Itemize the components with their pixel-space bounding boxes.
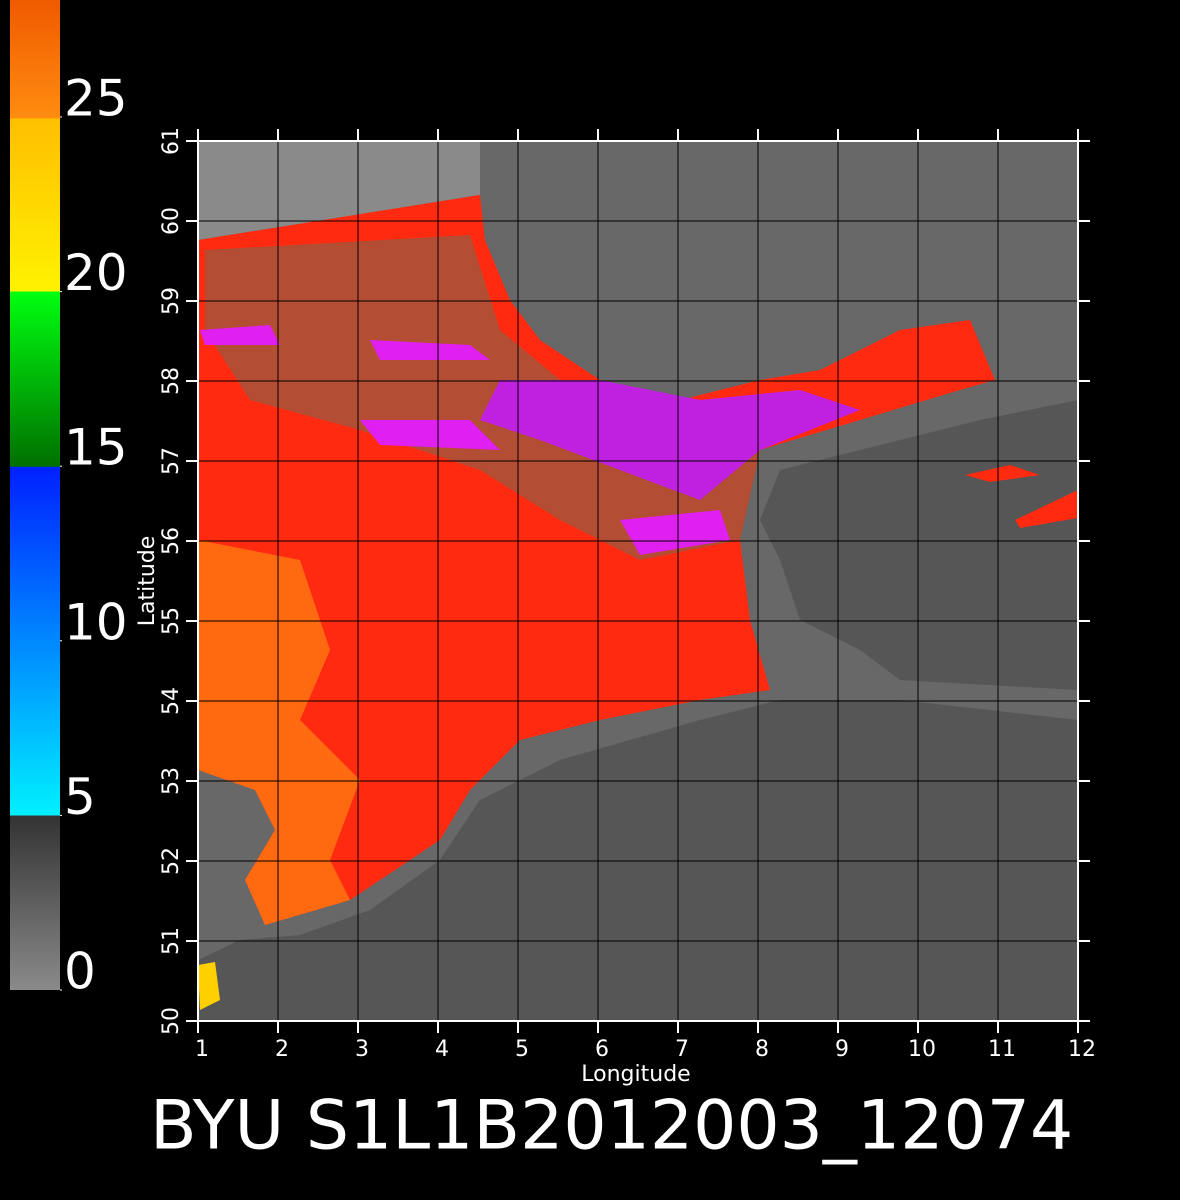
colorbar-tick-label: 25 [64,69,128,127]
y-axis-label: Latitude [135,536,160,627]
colorbar-tick-label: 20 [64,244,128,302]
x-tick-label: 1 [195,1037,209,1062]
map-field [198,141,1078,1021]
y-tick-label: 54 [159,687,184,715]
x-tick-label: 8 [755,1037,769,1062]
y-tick-label: 61 [159,127,184,155]
colorbar-tick-label: 15 [64,419,128,477]
x-tick-label: 4 [435,1037,449,1062]
x-tick-label: 2 [275,1037,289,1062]
colorbar-tick-label: 0 [64,943,96,1001]
x-tick-label: 11 [988,1037,1016,1062]
y-tick-label: 50 [159,1007,184,1035]
y-tick-label: 57 [159,447,184,475]
x-tick-label: 9 [835,1037,849,1062]
colorbar [10,0,60,990]
x-tick-label: 10 [908,1037,936,1062]
x-tick-label: 3 [355,1037,369,1062]
y-tick-label: 52 [159,847,184,875]
x-tick-label: 6 [595,1037,609,1062]
x-tick-label: 12 [1068,1037,1096,1062]
title: BYU S1L1B2012003_12074 [150,1087,1073,1166]
x-axis-label: Longitude [581,1062,690,1087]
y-tick-label: 53 [159,767,184,795]
y-tick-label: 59 [159,287,184,315]
y-tick-label: 55 [159,607,184,635]
y-tick-label: 58 [159,367,184,395]
y-tick-label: 56 [159,527,184,555]
colorbar-tick-label: 5 [64,768,96,826]
y-tick-label: 51 [159,927,184,955]
x-tick-label: 5 [515,1037,529,1062]
plot-frame [197,140,1079,1022]
x-tick-label: 7 [675,1037,689,1062]
colorbar-tick-label: 10 [64,593,128,651]
y-tick-label: 60 [159,207,184,235]
